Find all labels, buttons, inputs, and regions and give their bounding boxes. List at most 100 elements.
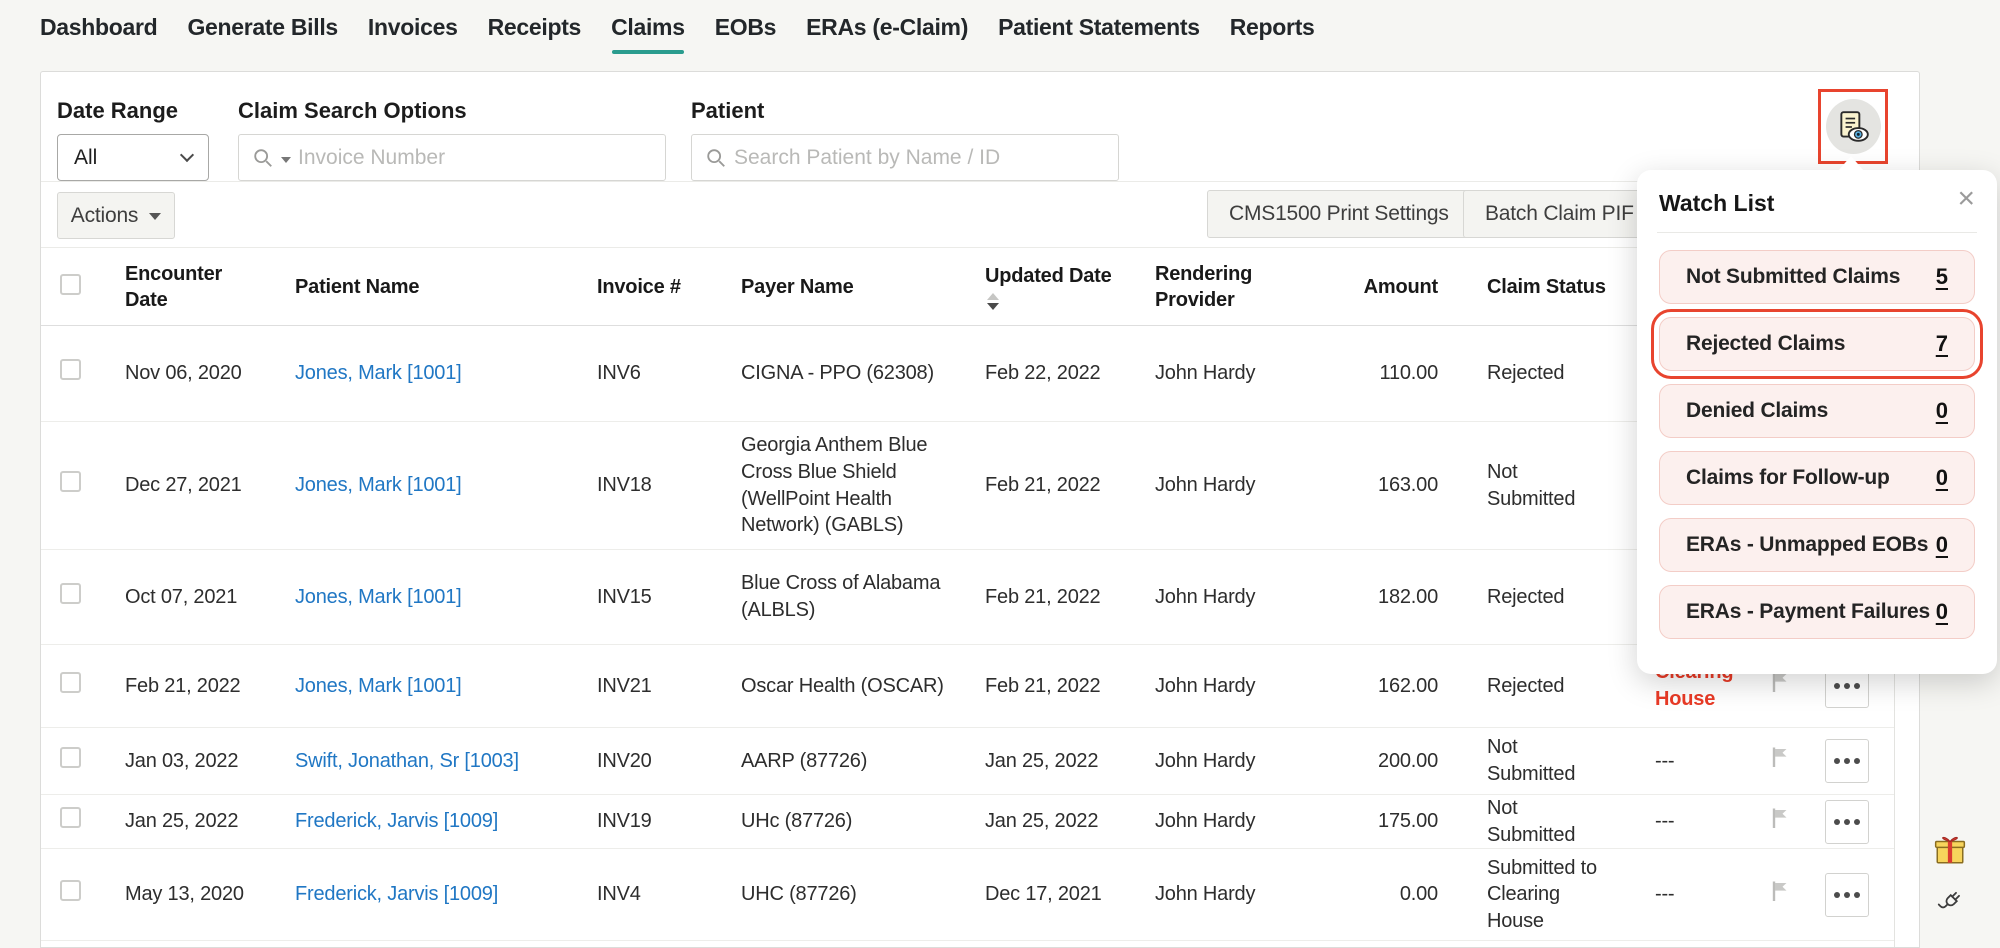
table-row: Jan 25, 2022 Frederick, Jarvis [1009] IN… xyxy=(41,795,1894,850)
claim-status: Rejected xyxy=(1487,362,1565,385)
row-checkbox[interactable] xyxy=(60,471,81,493)
header-updated-date[interactable]: Updated Date xyxy=(965,263,1135,310)
invoice-number: INV20 xyxy=(597,749,652,772)
select-all-checkbox[interactable] xyxy=(60,273,81,295)
header-patient-name[interactable]: Patient Name xyxy=(295,275,420,298)
watch-count-link[interactable]: 0 xyxy=(1935,599,1948,624)
flag-icon[interactable] xyxy=(1770,806,1790,830)
claim-status: Rejected xyxy=(1487,674,1565,697)
date-range-select[interactable]: All xyxy=(57,134,209,181)
nav-tab[interactable]: Invoices xyxy=(367,14,458,40)
row-actions-button[interactable] xyxy=(1825,872,1869,917)
watch-list-item[interactable]: Claims for Follow-up 0 xyxy=(1659,451,1975,505)
amount: 175.00 xyxy=(1378,810,1438,833)
flag-icon[interactable] xyxy=(1770,670,1790,694)
patient-link[interactable]: Jones, Mark [1001] xyxy=(295,362,462,385)
nav-tab[interactable]: Receipts xyxy=(487,14,582,40)
patient-link[interactable]: Frederick, Jarvis [1009] xyxy=(295,883,499,906)
header-encounter-date[interactable]: Encounter Date xyxy=(125,262,223,311)
rendering-provider: John Hardy xyxy=(1155,585,1256,608)
watch-list-item[interactable]: ERAs - Payment Failures 0 xyxy=(1659,585,1975,639)
updated-date: Jan 25, 2022 xyxy=(985,749,1099,772)
nav-tab[interactable]: Generate Bills xyxy=(187,14,338,40)
claim-search-options-label: Claim Search Options xyxy=(238,98,467,123)
nav-tab[interactable]: Dashboard xyxy=(40,14,158,40)
actions-button[interactable]: Actions xyxy=(57,192,175,239)
header-invoice[interactable]: Invoice # xyxy=(597,275,681,298)
rendering-provider: John Hardy xyxy=(1155,810,1256,833)
row-checkbox[interactable] xyxy=(60,746,81,768)
patient-link[interactable]: Jones, Mark [1001] xyxy=(295,585,462,608)
patient-link[interactable]: Frederick, Jarvis [1009] xyxy=(295,810,499,833)
search-icon xyxy=(254,148,272,167)
patient-link[interactable]: Swift, Jonathan, Sr [1003] xyxy=(295,749,519,772)
claim-search-input[interactable] xyxy=(298,145,652,170)
watch-count-link[interactable]: 7 xyxy=(1935,331,1948,356)
row-checkbox[interactable] xyxy=(60,807,81,829)
watch-list-item[interactable]: Rejected Claims 7 xyxy=(1651,309,1983,379)
row-actions-button[interactable] xyxy=(1825,739,1869,783)
watch-count-link[interactable]: 5 xyxy=(1935,264,1948,289)
watch-list-item[interactable]: Not Submitted Claims 5 xyxy=(1659,250,1975,304)
row-checkbox[interactable] xyxy=(60,582,81,604)
flag-icon[interactable] xyxy=(1770,745,1790,769)
payer-name: AARP (87726) xyxy=(741,749,868,772)
search-type-caret-icon[interactable] xyxy=(281,156,291,163)
amount: 182.00 xyxy=(1378,585,1438,608)
payer-name: Blue Cross of Alabama (ALBLS) xyxy=(741,572,941,621)
divider xyxy=(41,247,1919,248)
invoice-number: INV21 xyxy=(597,674,652,697)
watch-list-item[interactable]: Denied Claims 0 xyxy=(1659,384,1975,438)
payer-name: Georgia Anthem Blue Cross Blue Shield (W… xyxy=(741,434,928,537)
batch-claim-pif-button[interactable]: Batch Claim PIF xyxy=(1463,190,1656,238)
row-actions-button[interactable] xyxy=(1825,799,1869,844)
header-amount[interactable]: Amount xyxy=(1363,275,1439,298)
header-claim-status[interactable]: Claim Status xyxy=(1487,275,1606,298)
row-checkbox[interactable] xyxy=(60,359,81,381)
plug-icon[interactable] xyxy=(1937,885,1969,922)
popup-arrow xyxy=(1838,156,1864,171)
table-row: Oct 07, 2021 Jones, Mark [1001] INV15 Bl… xyxy=(41,550,1894,645)
watch-list-button[interactable] xyxy=(1825,99,1881,154)
nav-tab[interactable]: ERAs (e-Claim) xyxy=(806,14,969,40)
claim-status: Submitted to Clearing House xyxy=(1487,856,1597,932)
watch-list-item[interactable]: ERAs - Unmapped EOBs 0 xyxy=(1659,518,1975,572)
encounter-date: Dec 27, 2021 xyxy=(125,474,242,497)
invoice-number: INV15 xyxy=(597,585,652,608)
chevron-down-icon xyxy=(149,213,162,220)
close-icon[interactable]: × xyxy=(1957,182,1975,215)
cms1500-print-settings-button[interactable]: CMS1500 Print Settings xyxy=(1207,190,1471,238)
patient-search-input[interactable] xyxy=(734,145,1105,170)
divider xyxy=(41,181,1919,182)
patient-link[interactable]: Jones, Mark [1001] xyxy=(295,474,462,497)
table-row: May 13, 2020 Frederick, Jarvis [1009] IN… xyxy=(41,849,1894,942)
nav-tab[interactable]: EOBs xyxy=(714,14,777,40)
invoice-number: INV4 xyxy=(597,883,641,906)
table-header-row: Encounter Date Patient Name Invoice # Pa… xyxy=(41,248,1894,326)
nav-tab[interactable]: Claims xyxy=(611,14,685,54)
updated-date: Feb 21, 2022 xyxy=(985,474,1101,497)
watch-count-link[interactable]: 0 xyxy=(1935,398,1948,423)
watch-count-link[interactable]: 0 xyxy=(1935,532,1948,557)
rejection-source: --- xyxy=(1655,810,1675,833)
divider xyxy=(1657,232,1977,233)
nav-tab[interactable]: Reports xyxy=(1229,14,1315,40)
watch-count-link[interactable]: 0 xyxy=(1935,465,1948,490)
gift-icon[interactable] xyxy=(1933,833,1967,872)
nav-tab[interactable]: Patient Statements xyxy=(998,14,1200,40)
patient-link[interactable]: Jones, Mark [1001] xyxy=(295,674,462,697)
rendering-provider: John Hardy xyxy=(1155,883,1256,906)
flag-icon[interactable] xyxy=(1770,879,1790,903)
rendering-provider: John Hardy xyxy=(1155,474,1256,497)
row-checkbox[interactable] xyxy=(60,671,81,693)
row-checkbox[interactable] xyxy=(60,880,81,902)
updated-date: Feb 21, 2022 xyxy=(985,674,1101,697)
date-range-value: All xyxy=(74,145,98,169)
header-rendering-provider[interactable]: Rendering Provider xyxy=(1155,262,1253,311)
amount: 200.00 xyxy=(1378,749,1438,772)
sort-icons xyxy=(987,293,1135,310)
payer-name: UHc (87726) xyxy=(741,810,853,833)
table-row: Jan 03, 2022 Swift, Jonathan, Sr [1003] … xyxy=(41,728,1894,795)
header-payer-name[interactable]: Payer Name xyxy=(741,275,854,298)
updated-date: Feb 21, 2022 xyxy=(985,585,1101,608)
